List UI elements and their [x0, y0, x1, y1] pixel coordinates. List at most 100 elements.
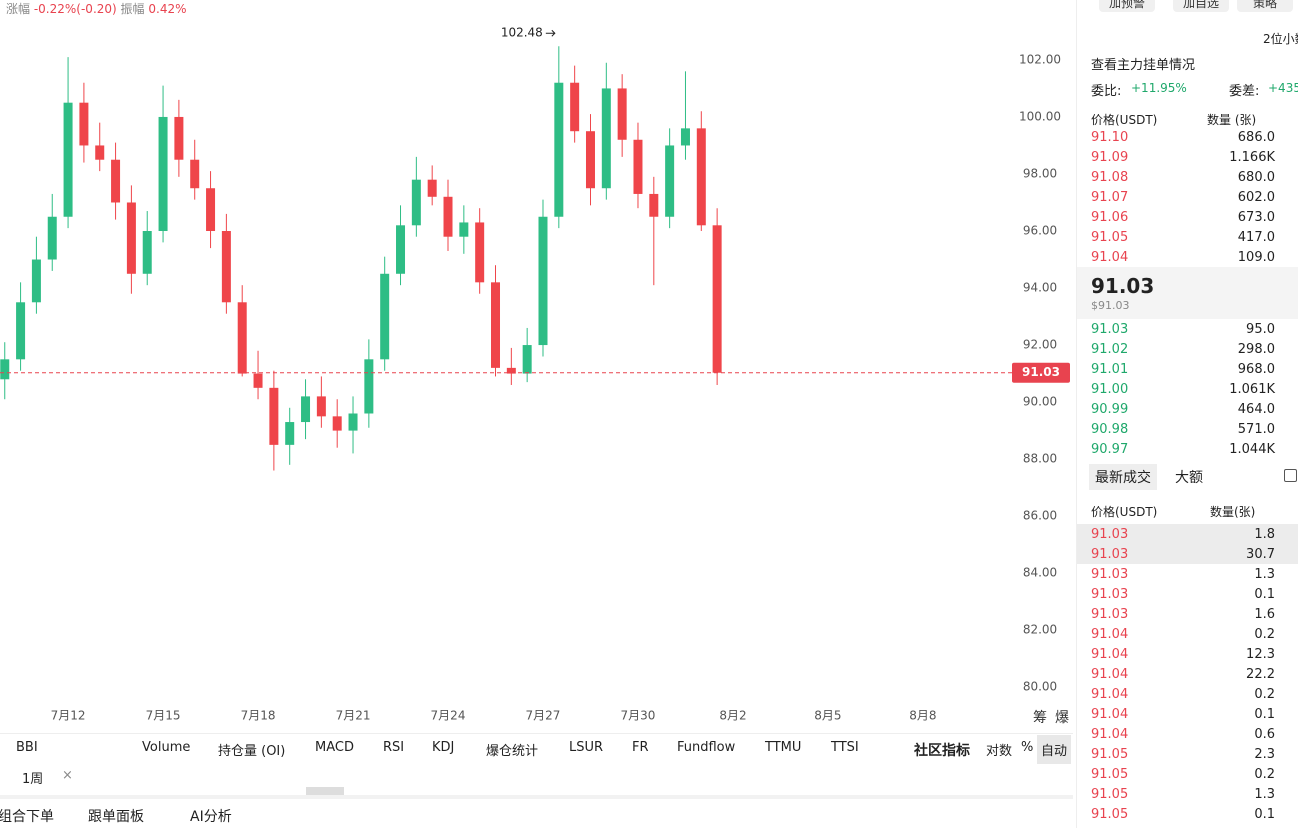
candle-body	[190, 159, 200, 189]
candle-body	[475, 222, 485, 283]
quantity: 0.1	[1254, 587, 1275, 602]
quantity: 1.166K	[1229, 150, 1275, 165]
indicator[interactable]: BBI	[16, 740, 38, 755]
bottom-tab[interactable]: 跟单面板	[88, 809, 144, 825]
quantity: 1.6	[1254, 607, 1275, 622]
x-tick-label: 7月27	[526, 709, 561, 723]
indicator[interactable]: KDJ	[432, 740, 455, 755]
corner: 筹	[1033, 709, 1047, 726]
candle-body	[285, 422, 295, 445]
candle-body	[601, 88, 611, 189]
candle-body	[301, 396, 311, 423]
indicator-bar: BBI Volume 持仓量 (OI) MACD RSI KDJ 爆仓统计 LSUR FR Fun…	[0, 733, 1073, 764]
x-tick-label: 7月12	[51, 709, 86, 723]
indicator[interactable]: TTMU	[765, 740, 802, 755]
diff-label: 委差:	[1229, 84, 1260, 99]
value: -0.22%(-0.20)	[33, 2, 117, 16]
price: 91.05	[1091, 807, 1129, 822]
indicator[interactable]: 持仓量 (OI)	[218, 744, 286, 759]
quantity: 968.0	[1237, 362, 1275, 377]
quantity: 1.8	[1254, 527, 1275, 542]
candle-body	[696, 128, 706, 226]
candle-body	[206, 188, 216, 232]
candle-body	[79, 102, 89, 146]
value: 0.42%	[148, 2, 187, 16]
y-tick-label: 86.00	[1023, 509, 1057, 523]
drag-handle[interactable]	[306, 787, 344, 795]
indicator[interactable]: Volume	[142, 740, 191, 755]
quantity: 673.0	[1237, 210, 1275, 225]
indicator[interactable]: 爆仓统计	[486, 744, 539, 759]
y-tick-label: 88.00	[1023, 452, 1057, 466]
indicator[interactable]: LSUR	[569, 740, 604, 755]
candle-body	[0, 359, 10, 380]
x-tick-label: 7月15	[146, 709, 181, 723]
price: 91.04	[1091, 707, 1129, 722]
percent[interactable]: %	[1021, 740, 1034, 755]
candle-body	[95, 145, 105, 160]
price: 91.02	[1091, 342, 1129, 357]
auto[interactable]: 自动	[1037, 735, 1072, 764]
y-tick-label: 92.00	[1023, 338, 1057, 352]
button[interactable]: 策略	[1237, 0, 1293, 12]
candle-body	[665, 145, 675, 217]
x-tick-label: 8月5	[814, 709, 841, 723]
candle-body	[237, 302, 247, 374]
community[interactable]: 社区指标	[914, 743, 970, 759]
tab[interactable]: 最新成交	[1089, 464, 1157, 490]
quantity: 1.3	[1254, 567, 1275, 582]
ratio-label: 委比:	[1091, 84, 1122, 99]
close[interactable]: ×	[62, 768, 73, 783]
price: 91.03	[1091, 567, 1129, 582]
indicator[interactable]: Fundflow	[677, 740, 736, 755]
label: 涨幅	[6, 2, 31, 16]
header: 数量 (张)	[1207, 113, 1257, 127]
bottom-tab[interactable]: 组合下单	[0, 809, 54, 825]
candle-body	[174, 116, 184, 160]
quantity: 298.0	[1237, 342, 1275, 357]
arrow	[545, 29, 556, 37]
x-tick-label: 7月30	[621, 709, 656, 723]
mid-usd: $91.03	[1091, 299, 1130, 312]
indicator[interactable]: RSI	[383, 740, 405, 755]
header: 数量(张)	[1210, 505, 1256, 519]
highlight	[1077, 524, 1298, 564]
candle-body	[491, 282, 501, 368]
candle-body	[31, 259, 41, 303]
log[interactable]: 对数	[986, 744, 1013, 759]
quantity: 0.1	[1254, 707, 1275, 722]
tab[interactable]: 大额	[1175, 470, 1203, 486]
quantity: 417.0	[1237, 230, 1275, 245]
candle-body	[617, 88, 627, 140]
candle-body	[316, 396, 326, 417]
bottom-tab[interactable]: AI分析	[190, 809, 232, 825]
quantity: 680.0	[1237, 170, 1275, 185]
indicator[interactable]: FR	[632, 740, 649, 755]
candle-body	[570, 82, 580, 132]
indicator[interactable]: TTSI	[831, 740, 859, 755]
main-orders[interactable]: 查看主力挂单情况	[1091, 58, 1196, 73]
button[interactable]: 加自选	[1173, 0, 1229, 12]
candle-body	[332, 416, 342, 431]
quantity: 0.2	[1254, 627, 1275, 642]
y-tick-label: 90.00	[1023, 395, 1057, 409]
price: 91.03	[1091, 587, 1129, 602]
checkbox[interactable]	[1284, 469, 1297, 482]
chart: 80.00 82.00 84.00 86.00 88.00 90.00 92.00 94.00…	[0, 25, 1070, 726]
price: 91.04	[1091, 647, 1129, 662]
period[interactable]: 1周	[22, 772, 44, 787]
price: 91.06	[1091, 210, 1129, 225]
quantity: 464.0	[1237, 402, 1275, 417]
button[interactable]: 加预警	[1099, 0, 1155, 12]
quantity: 2.3	[1254, 747, 1275, 762]
indicator[interactable]: MACD	[315, 740, 354, 755]
price: 91.04	[1091, 627, 1129, 642]
price: 91.05	[1091, 767, 1129, 782]
candle-body	[348, 413, 358, 431]
price: 91.04	[1091, 667, 1129, 682]
price: 91.03	[1091, 607, 1129, 622]
price: 91.03	[1091, 527, 1129, 542]
max-label: 102.48	[501, 26, 543, 40]
price: 91.05	[1091, 230, 1129, 245]
